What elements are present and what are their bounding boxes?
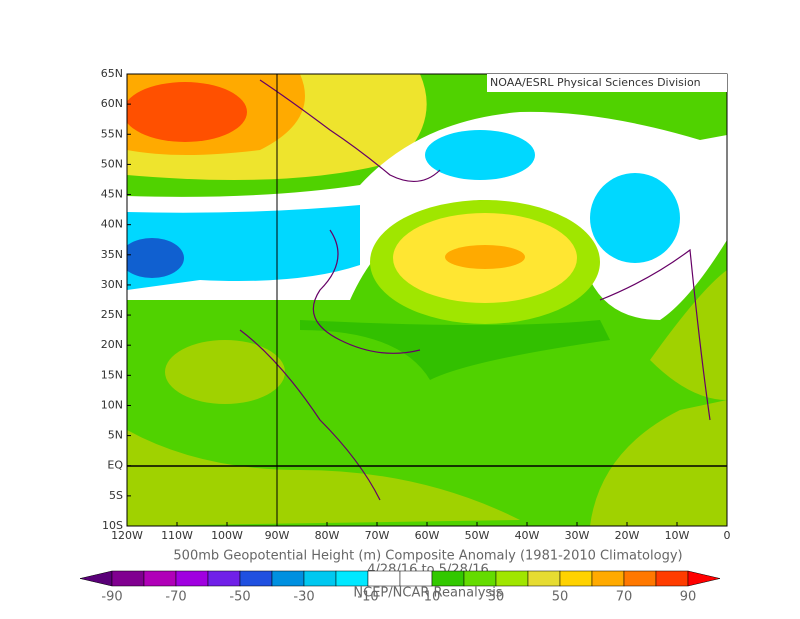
lon-label: 100W [211,529,243,542]
colorbar-box [367,570,401,587]
colorbar-label: 50 [552,590,569,605]
lat-label: 30N [101,278,123,291]
colorbar-label: 90 [680,590,697,605]
lon-label: 70W [365,529,390,542]
colorbar-box [143,570,177,587]
credit: NOAA/ESRL Physical Sciences Division [490,76,701,89]
lon-label: 110W [161,529,193,542]
colorbar-box [175,570,209,587]
colorbar-box [303,570,337,587]
map-title: 500mb Geopotential Height (m) Composite … [173,549,682,564]
colorbar-label: -30 [293,590,314,605]
colorbar-box [207,570,241,587]
colorbar-low [79,570,113,587]
lat-label: 45N [101,188,123,201]
lat-label: 5N [108,429,123,442]
lon-label: 120W [111,529,143,542]
lon-label: 80W [315,529,340,542]
lon-label: 90W [265,529,290,542]
lon-label: 20W [615,529,640,542]
colorbar-high [687,570,721,587]
colorbar-label: -70 [165,590,186,605]
lon-label: 40W [515,529,540,542]
lat-label: 40N [101,218,123,231]
colorbar-label: 70 [616,590,633,605]
lon-label: 0 [724,529,731,542]
lat-label: 55N [101,127,123,140]
colorbar-box [463,570,497,587]
lat-label: 10N [101,398,123,411]
lon-label: 60W [415,529,440,542]
colorbar-box [655,570,689,587]
colorbar-box [239,570,273,587]
lon-label: 50W [465,529,490,542]
anomaly-field [127,74,727,526]
lat-label: 60N [101,97,123,110]
colorbar-label: 10 [424,590,441,605]
lat-label: 25N [101,308,123,321]
lat-label: 20N [101,338,123,351]
colorbar-box [623,570,657,587]
colorbar-box [559,570,593,587]
lon-label: 10W [665,529,690,542]
colorbar-box [399,570,433,587]
lat-label: EQ [107,459,123,472]
colorbar-box [271,570,305,587]
colorbar-box [431,570,465,587]
lon-label: 30W [565,529,590,542]
lat-label: 10S [102,519,123,532]
lat-label: 65N [101,67,123,80]
colorbar-label: 30 [488,590,505,605]
colorbar-box [335,570,369,587]
source: NCEP/NCAR Reanalysis [353,586,502,601]
credit-box [487,74,727,92]
lat-label: 35N [101,248,123,261]
colorbar-box [495,570,529,587]
colorbar-box [591,570,625,587]
lat-label: 15N [101,368,123,381]
colorbar-box [111,570,145,587]
colorbar-label: -50 [229,590,250,605]
colorbar-label: -10 [357,590,378,605]
lat-label: 50N [101,157,123,170]
colorbar-label: -90 [101,590,122,605]
colorbar-box [527,570,561,587]
lat-label: 5S [109,489,123,502]
